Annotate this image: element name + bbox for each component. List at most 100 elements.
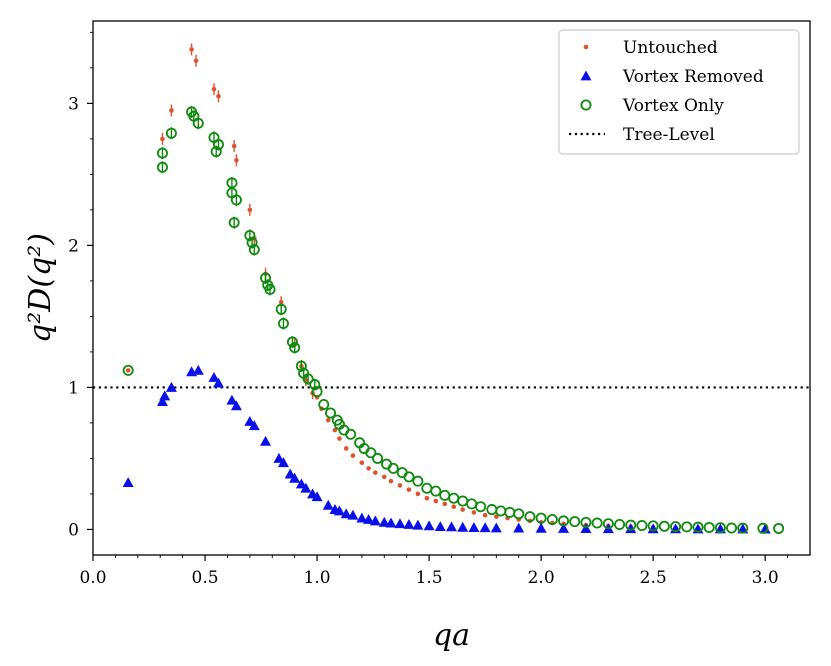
data-point — [359, 460, 365, 465]
data-point — [311, 386, 323, 398]
data-point — [394, 518, 406, 529]
data-point — [647, 523, 659, 534]
data-point — [535, 512, 547, 524]
data-point — [156, 147, 168, 159]
data-point — [248, 420, 260, 431]
data-point — [451, 504, 457, 510]
data-point — [192, 117, 204, 129]
data-point — [457, 521, 469, 532]
data-point — [726, 522, 738, 534]
data-point — [434, 521, 446, 531]
data-point — [397, 483, 403, 488]
data-point — [309, 379, 321, 391]
data-point — [125, 368, 131, 373]
data-point — [773, 522, 785, 534]
x-tick-label: 0.0 — [79, 568, 106, 588]
data-point — [302, 373, 314, 385]
data-point — [670, 521, 682, 533]
data-point — [160, 136, 165, 142]
x-tick-label: 1.5 — [416, 568, 443, 588]
data-point — [602, 518, 614, 530]
data-point — [415, 491, 421, 497]
data-point — [286, 336, 298, 348]
data-point — [226, 394, 238, 405]
data-point — [260, 435, 272, 446]
data-point — [457, 495, 469, 507]
data-point — [247, 207, 253, 213]
data-point — [513, 508, 525, 520]
data-point — [278, 299, 284, 305]
data-point — [546, 513, 558, 525]
data-point — [558, 522, 570, 533]
data-point — [248, 244, 260, 256]
data-point — [366, 466, 371, 471]
data-point — [333, 505, 345, 516]
data-point — [277, 457, 289, 468]
y-tick-label: 2 — [68, 236, 79, 256]
data-point — [580, 523, 592, 533]
legend-label: Vortex Removed — [622, 67, 764, 87]
data-point — [159, 390, 171, 401]
data-point — [210, 146, 222, 158]
legend-label: Vortex Only — [622, 96, 724, 116]
data-point — [212, 377, 224, 388]
data-point — [264, 283, 276, 295]
data-point — [228, 217, 240, 229]
x-tick-label: 2.0 — [528, 568, 555, 588]
data-point — [244, 229, 256, 241]
data-point — [325, 417, 331, 423]
data-point — [403, 518, 415, 529]
data-point — [406, 487, 412, 492]
data-point — [275, 303, 287, 315]
y-axis-title: q²D(q²) — [23, 233, 58, 343]
data-point — [430, 485, 442, 497]
data-point — [387, 462, 399, 474]
data-point — [504, 506, 516, 518]
data-point — [421, 482, 433, 494]
legend-entry-tree-level: Tree-Level — [569, 125, 715, 145]
data-point — [260, 272, 272, 284]
legend-marker — [580, 99, 592, 111]
data-point — [372, 452, 384, 464]
data-point — [448, 492, 460, 504]
data-point — [332, 427, 338, 433]
data-point — [475, 501, 487, 513]
data-point — [289, 472, 301, 483]
data-point — [759, 523, 771, 534]
data-point — [479, 522, 491, 533]
x-tick-label: 2.5 — [640, 568, 667, 588]
data-point — [466, 498, 478, 510]
data-point — [193, 58, 199, 64]
data-point — [412, 475, 424, 487]
data-point — [363, 513, 375, 524]
data-point — [423, 520, 435, 531]
data-point — [403, 471, 415, 483]
data-point — [230, 400, 242, 411]
data-point — [373, 470, 378, 475]
data-point — [424, 495, 430, 501]
axes: 0.0 0.5 1.0 1.5 2.0 2.5 3.0 0 1 2 3 qa q²D(q²) — [23, 20, 811, 653]
legend-marker — [580, 70, 592, 81]
data-point — [337, 436, 342, 441]
data-point — [156, 161, 168, 173]
y-tick-label: 3 — [68, 94, 79, 114]
data-point — [439, 489, 451, 501]
data-point — [471, 510, 477, 515]
data-point — [289, 342, 301, 354]
data-point — [340, 508, 352, 519]
data-point — [165, 127, 177, 139]
data-point — [365, 447, 377, 459]
data-point — [468, 522, 480, 532]
data-point — [350, 453, 356, 458]
legend-label: Tree-Level — [623, 125, 715, 145]
data-point — [122, 364, 134, 376]
data-point — [277, 318, 289, 330]
data-point — [460, 507, 466, 512]
data-point — [385, 517, 397, 528]
data-point — [322, 499, 334, 510]
data-point — [347, 509, 359, 520]
data-point — [636, 519, 648, 531]
series-vortex-only — [122, 105, 785, 534]
series-vortex-removed — [122, 364, 771, 534]
